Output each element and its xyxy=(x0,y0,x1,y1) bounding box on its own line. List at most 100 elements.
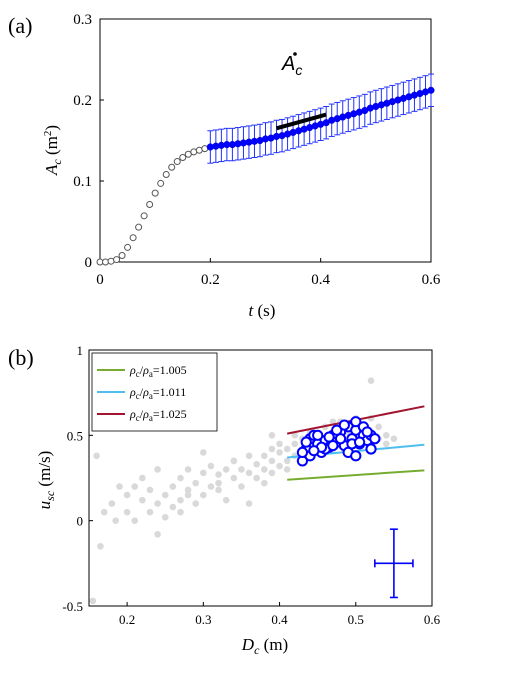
data-point-gray xyxy=(173,158,181,166)
gray-data-point xyxy=(184,491,192,499)
x-tick-label: 0.4 xyxy=(311,272,330,288)
y-tick-label: 0.3 xyxy=(73,12,92,28)
gray-data-point xyxy=(154,466,161,473)
gray-data-point xyxy=(268,445,276,453)
data-point-gray xyxy=(135,223,143,231)
gray-data-point xyxy=(253,474,260,482)
legend-label-2: ρc/ρa=1.011 xyxy=(129,385,186,401)
data-point-gray xyxy=(102,258,110,266)
gray-data-point xyxy=(261,479,268,487)
gray-data-point xyxy=(268,432,276,439)
y-tick-label: 0 xyxy=(77,514,84,529)
y-tick-label: 1 xyxy=(77,343,84,358)
gray-data-point xyxy=(291,440,299,448)
gray-data-point xyxy=(123,508,131,516)
gray-data-point xyxy=(375,423,382,431)
gray-data-point xyxy=(276,449,283,456)
blue-data-point xyxy=(323,431,335,443)
panel-a-x-ticks: 0 0.2 0.4 0.6 xyxy=(96,258,441,288)
legend-label-3: ρc/ρa=1.025 xyxy=(129,407,187,423)
gray-data-point xyxy=(184,466,192,473)
data-point-blue xyxy=(427,86,435,94)
panel-b-y-label: usc (m/s) xyxy=(35,451,57,510)
blue-data-point xyxy=(338,419,350,431)
gray-data-point xyxy=(93,452,100,460)
gray-data-point xyxy=(169,483,177,490)
blue-data-point xyxy=(308,445,320,457)
panel-a-y-label: Ac (m2) xyxy=(42,125,64,176)
data-point-gray xyxy=(124,243,132,251)
gray-data-point xyxy=(116,483,123,490)
gray-data-point xyxy=(192,500,200,507)
model-line-1 xyxy=(287,469,425,481)
gray-data-point xyxy=(97,542,104,550)
data-point-gray xyxy=(129,234,137,242)
x-tick-label: 0.2 xyxy=(201,272,220,288)
panel-a-marks xyxy=(96,73,435,266)
data-point-gray xyxy=(113,256,121,264)
data-point-gray xyxy=(118,252,126,260)
gray-data-point xyxy=(146,486,154,494)
x-tick-label: 0.2 xyxy=(119,612,135,627)
panel-b-y-ticks: -0.5 0 0.5 1 xyxy=(62,343,93,614)
blue-data-point xyxy=(365,443,377,455)
y-tick-label: 0.2 xyxy=(73,93,92,109)
gray-data-point xyxy=(139,496,146,504)
gray-data-point xyxy=(169,503,177,511)
gray-data-point xyxy=(268,457,276,465)
blue-data-point xyxy=(350,416,362,428)
gray-data-point xyxy=(200,449,207,456)
gray-data-point xyxy=(207,483,215,490)
data-point-gray xyxy=(151,189,159,197)
panel-a-label: (a) xyxy=(8,13,32,38)
panel-b-x-ticks: 0.2 0.3 0.4 0.5 0.6 xyxy=(119,602,441,627)
gray-data-point xyxy=(268,469,276,477)
panel-b-plot-frame xyxy=(88,349,433,607)
blue-data-point xyxy=(350,450,362,462)
panel-b-label: (b) xyxy=(8,345,34,370)
gray-data-point xyxy=(382,432,390,439)
gray-data-point xyxy=(131,517,139,524)
gray-data-point xyxy=(222,466,230,473)
gray-data-point xyxy=(276,462,283,470)
gray-data-point xyxy=(161,513,169,521)
gray-data-point xyxy=(291,432,299,439)
y-tick-label: 0.5 xyxy=(67,428,83,443)
gray-data-point xyxy=(245,452,253,460)
data-point-gray xyxy=(168,163,176,171)
x-tick-label: 0.5 xyxy=(348,612,364,627)
gray-data-point xyxy=(367,377,375,385)
panel-a-y-ticks: 0 0.1 0.2 0.3 xyxy=(73,12,104,271)
data-point-gray xyxy=(140,212,148,220)
gray-data-point xyxy=(215,486,222,494)
gray-data-point xyxy=(161,491,169,499)
data-point-gray xyxy=(162,171,170,179)
data-point-gray xyxy=(179,154,187,162)
x-tick-label: 0.6 xyxy=(422,272,441,288)
panel-a-rate-label: Ac xyxy=(281,53,302,78)
gray-data-point xyxy=(215,479,222,487)
gray-data-point xyxy=(131,483,139,490)
blue-data-point xyxy=(296,446,309,458)
gray-data-point xyxy=(200,491,207,499)
blue-data-point xyxy=(300,436,312,448)
gray-data-point xyxy=(283,466,291,473)
panel-a-rate-segment xyxy=(275,112,327,131)
x-tick-label: 0.6 xyxy=(424,612,441,627)
panel-b-legend: ρc/ρa=1.005 ρc/ρa=1.011 ρc/ρa=1.025 xyxy=(91,352,218,432)
gray-data-point xyxy=(261,452,268,460)
panel-a-x-label: t (s) xyxy=(249,301,276,320)
gray-data-point xyxy=(146,508,154,516)
gray-data-point xyxy=(283,457,291,465)
blue-data-point xyxy=(369,433,381,445)
panel-a-plot-frame xyxy=(99,18,432,263)
gray-data-point xyxy=(192,479,200,487)
gray-data-point xyxy=(222,496,230,504)
panel-a-rate-dot xyxy=(293,52,297,56)
x-tick-label: 0.4 xyxy=(271,612,288,627)
gray-data-point xyxy=(139,474,146,482)
gray-data-point xyxy=(200,469,207,477)
gray-data-point xyxy=(177,508,184,516)
gray-data-point xyxy=(261,466,268,473)
gray-data-point xyxy=(238,466,245,473)
